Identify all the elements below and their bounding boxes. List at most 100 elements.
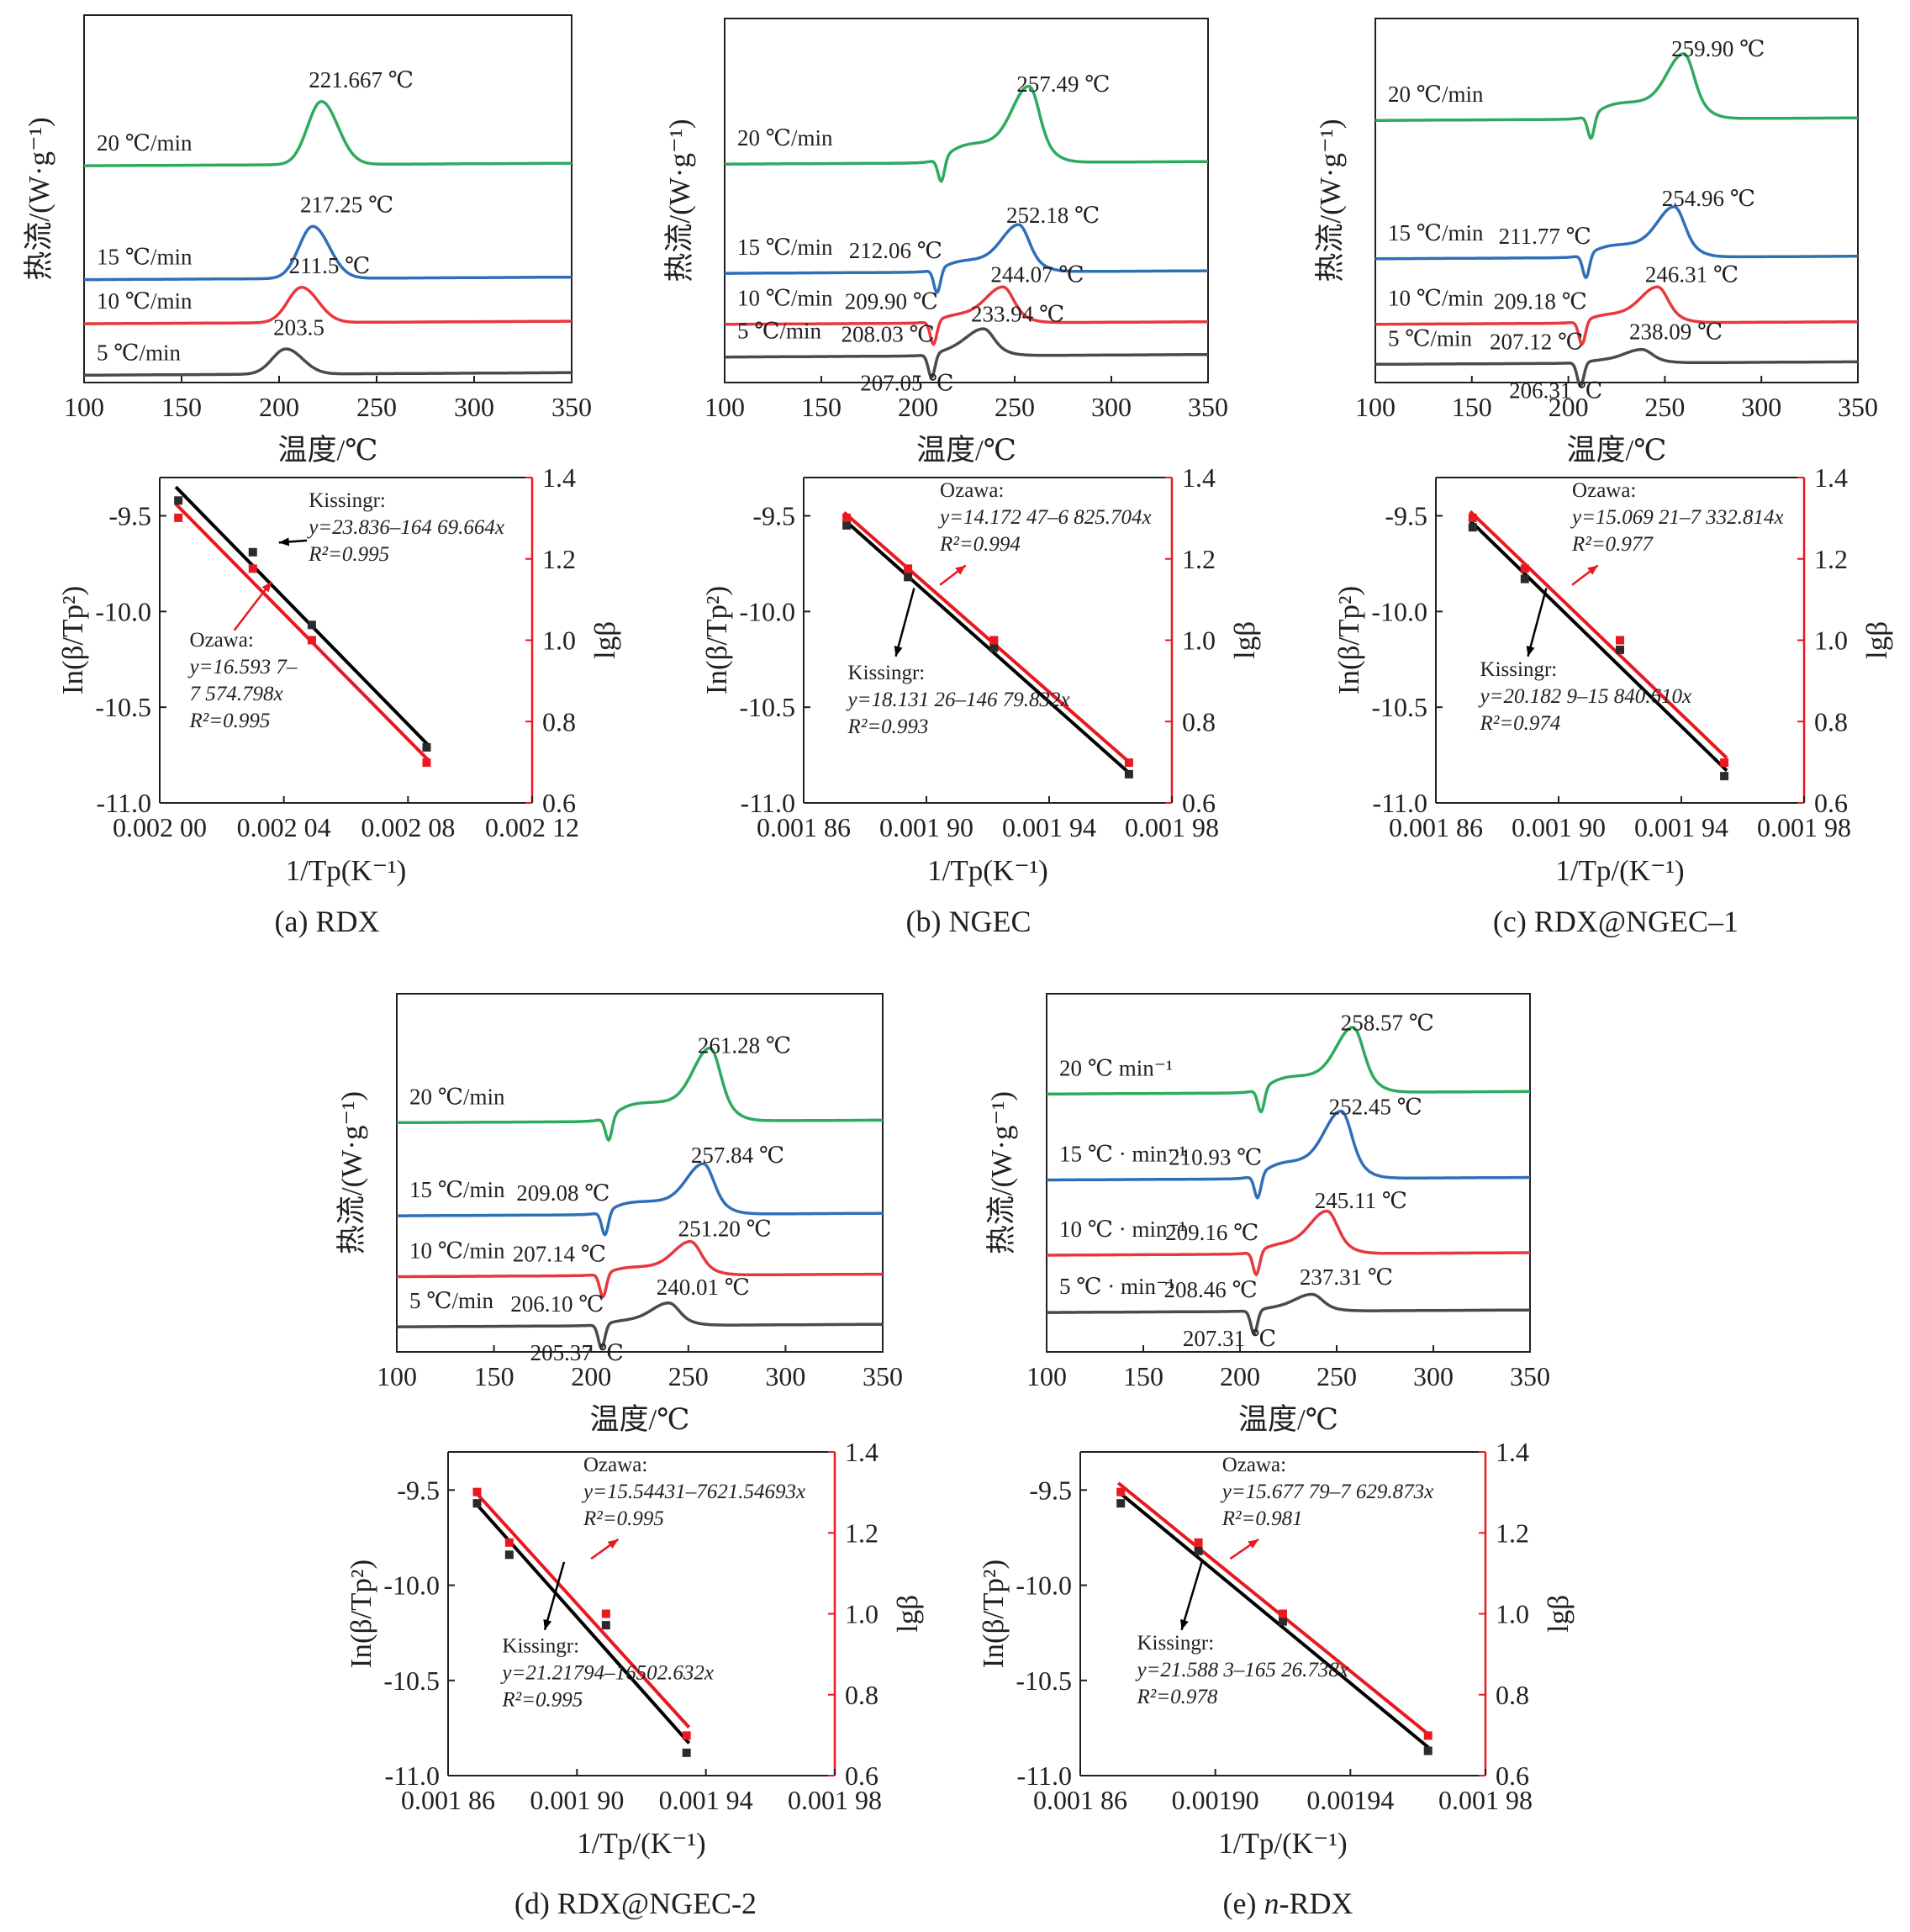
fit-x-tick-label: 0.002 08: [361, 812, 455, 842]
kissinger-equation: y=21.588 3–165 26.738x: [1134, 1659, 1348, 1681]
fit-y2-tick-label: 1.4: [542, 462, 576, 493]
ozawa-equation-cont: 7 574.798x: [189, 683, 282, 705]
fit-y-tick-label: -11.0: [741, 788, 795, 818]
fit-y-tick-label: -10.5: [95, 692, 151, 722]
dsc-rate-label: 20 ℃ min⁻¹: [1059, 1055, 1173, 1080]
kissinger-point: [1194, 1546, 1203, 1555]
dsc-rate-label: 15 ℃/min: [97, 245, 193, 270]
dsc-peak-label: 252.18 ℃: [1006, 203, 1100, 228]
fit-x-tick-label: 0.001 98: [1125, 812, 1219, 842]
kissinger-point: [1116, 1499, 1126, 1508]
kissinger-point: [682, 1748, 691, 1757]
kissinger-point: [1616, 645, 1624, 654]
dsc-peak-label: 258.57 ℃: [1341, 1010, 1434, 1035]
dsc-rate-label: 15 ℃/min: [737, 235, 833, 260]
dsc-x-axis-label: 温度/℃: [278, 434, 378, 467]
dsc-valley-label: 207.12 ℃: [1490, 329, 1583, 354]
kissinger-r2: R²=0.995: [501, 1689, 583, 1712]
ozawa-equation: y=14.172 47–6 825.704x: [937, 506, 1152, 529]
ozawa-label: Ozawa:: [1572, 479, 1636, 502]
caption-name: NGEC: [948, 905, 1031, 938]
caption-prefix: (a): [275, 905, 316, 938]
fit-y-tick-label: -9.5: [108, 501, 151, 531]
dsc-curve-0: [84, 99, 572, 167]
dsc-curve-0: [1047, 1026, 1530, 1114]
dsc-curve-2: [725, 285, 1208, 346]
dsc-curve-0: [397, 1046, 883, 1143]
fit-y2-tick-label: 1.0: [542, 626, 576, 656]
dsc-rate-label: 10 ℃ · min⁻¹: [1059, 1217, 1186, 1242]
ozawa-point: [1194, 1538, 1203, 1547]
dsc-peak-label: 238.09 ℃: [1629, 319, 1723, 344]
dsc-x-tick-label: 100: [704, 392, 745, 422]
fit-y2-tick-label: 0.6: [845, 1760, 878, 1791]
dsc-peak-label: 251.20 ℃: [678, 1217, 772, 1242]
fit-x-tick-label: 0.001 98: [1757, 812, 1851, 842]
fit-y2-tick-label: 1.0: [1182, 626, 1216, 656]
dsc-x-tick-label: 150: [474, 1361, 514, 1391]
fit-y2-tick-label: 1.4: [1496, 1437, 1529, 1467]
dsc-frame: [724, 18, 1209, 383]
dsc-x-tick-label: 100: [1026, 1361, 1067, 1391]
kissinger-arrow-head: [543, 1618, 552, 1630]
fit-x-tick-label: 0.001 94: [1634, 812, 1728, 842]
fit-x-tick-label: 0.001 86: [1389, 812, 1483, 842]
dsc-x-axis-label: 温度/℃: [590, 1403, 690, 1436]
fit-y2-axis-label: lgβ: [1860, 621, 1893, 659]
dsc-x-tick-label: 350: [1838, 392, 1878, 422]
ozawa-label: Ozawa:: [1222, 1454, 1286, 1476]
ozawa-label: Ozawa:: [189, 629, 253, 652]
dsc-valley-label: 209.16 ℃: [1165, 1220, 1258, 1245]
ozawa-point: [904, 564, 913, 573]
dsc-peak-label: 240.01 ℃: [657, 1275, 750, 1300]
caption-prefix: (b): [906, 905, 949, 938]
fit-x-tick-label: 0.00194: [1306, 1785, 1394, 1815]
dsc-x-tick-label: 250: [356, 392, 397, 422]
ozawa-equation: y=15.677 79–7 629.873x: [1220, 1481, 1434, 1503]
dsc-x-tick-label: 350: [863, 1361, 903, 1391]
caption-prefix: (d): [514, 1887, 557, 1920]
kissinger-equation: y=23.836–164 69.664x: [306, 516, 504, 539]
dsc-x-tick-label: 300: [1741, 392, 1781, 422]
dsc-peak-label: 203.5: [273, 314, 324, 340]
ozawa-label: Ozawa:: [583, 1454, 647, 1476]
fit-y-tick-label: -11.0: [1373, 788, 1427, 818]
fit-y-axis-label: In(β/Tp²): [977, 1560, 1010, 1668]
dsc-curve-0: [725, 84, 1208, 183]
dsc-x-tick-label: 100: [377, 1361, 417, 1391]
dsc-valley-label: 207.14 ℃: [513, 1242, 606, 1267]
fit-plot-b: 0.001 86 0.001 90 0.001 94 0.001 98 -9.5 -10.…: [700, 462, 1261, 887]
fit-x-tick-label: 0.001 86: [1033, 1785, 1127, 1815]
kissinger-r2: R²=0.993: [847, 715, 929, 738]
dsc-x-tick-label: 150: [801, 392, 842, 422]
dsc-valley-label: 207.05 ℃: [860, 371, 953, 396]
fit-y2-tick-label: 1.0: [1496, 1599, 1529, 1629]
fit-y-tick-label: -11.0: [1017, 1760, 1072, 1791]
fit-y-tick-label: -9.5: [1385, 501, 1427, 531]
dsc-y-axis-label: 热流/(W·g⁻¹): [335, 1091, 368, 1254]
dsc-x-tick-label: 300: [1091, 392, 1132, 422]
dsc-valley-label: 211.77 ℃: [1499, 224, 1591, 249]
fit-y2-tick-label: 1.4: [845, 1437, 878, 1467]
ozawa-fit-line: [1469, 509, 1728, 760]
ozawa-point: [682, 1731, 691, 1740]
dsc-valley-label: 209.08 ℃: [516, 1180, 609, 1206]
dsc-curve-3: [725, 327, 1208, 380]
dsc-peak-label: 257.84 ℃: [691, 1143, 784, 1168]
dsc-peak-label: 261.28 ℃: [698, 1032, 791, 1058]
ozawa-r2: R²=0.995: [188, 710, 270, 732]
ozawa-point: [989, 636, 999, 645]
ozawa-fit-line: [473, 1490, 691, 1729]
ozawa-r2: R²=0.981: [1221, 1507, 1303, 1530]
dsc-peak-label: 217.25 ℃: [300, 193, 393, 218]
ozawa-point: [422, 758, 431, 768]
kissinger-fit-line: [1116, 1490, 1432, 1751]
fit-y2-tick-label: 1.4: [1814, 462, 1848, 493]
fit-y-tick-label: -9.5: [397, 1475, 440, 1505]
fit-y2-tick-label: 1.2: [1182, 544, 1216, 574]
dsc-x-axis-label: 温度/℃: [1567, 434, 1667, 467]
fit-y-axis-label: In(β/Tp²): [56, 586, 89, 694]
dsc-curve-1: [1375, 205, 1858, 280]
dsc-frame: [83, 14, 572, 383]
dsc-rate-label: 10 ℃/min: [409, 1238, 505, 1264]
